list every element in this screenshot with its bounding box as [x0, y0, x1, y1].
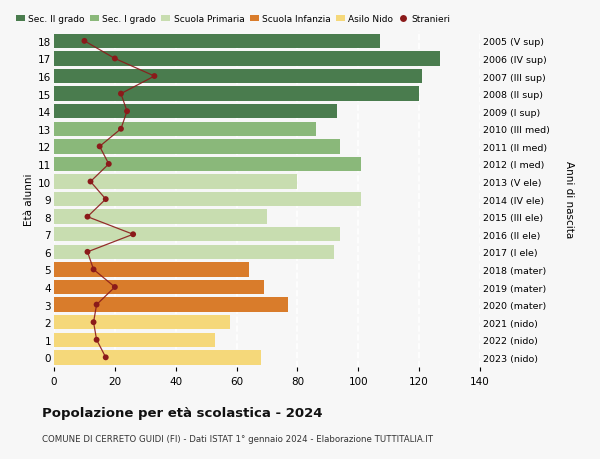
Bar: [54, 228, 340, 242]
Point: [89, 319, 98, 326]
Point: [83, 249, 92, 256]
Bar: [54, 192, 361, 207]
Bar: [54, 87, 419, 101]
Point: [83, 213, 92, 221]
Bar: [54, 280, 264, 295]
Point: [80, 38, 89, 45]
Bar: [54, 122, 316, 137]
Point: [86, 179, 95, 186]
Bar: [54, 350, 261, 365]
Legend: Sec. II grado, Sec. I grado, Scuola Primaria, Scuola Infanzia, Asilo Nido, Stran: Sec. II grado, Sec. I grado, Scuola Prim…: [16, 15, 450, 24]
Point: [122, 108, 132, 116]
Bar: [54, 210, 267, 224]
Bar: [54, 157, 361, 172]
Bar: [54, 333, 215, 347]
Bar: [54, 52, 440, 67]
Point: [110, 284, 119, 291]
Point: [128, 231, 138, 238]
Bar: [54, 263, 249, 277]
Bar: [54, 175, 298, 189]
Bar: [54, 105, 337, 119]
Point: [95, 143, 104, 151]
Point: [116, 91, 126, 98]
Bar: [54, 140, 340, 154]
Bar: [54, 70, 422, 84]
Point: [149, 73, 159, 80]
Bar: [54, 298, 288, 312]
Bar: [54, 34, 380, 49]
Point: [104, 161, 113, 168]
Bar: [54, 245, 334, 259]
Y-axis label: Anni di nascita: Anni di nascita: [563, 161, 574, 238]
Point: [89, 266, 98, 274]
Point: [110, 56, 119, 63]
Text: Popolazione per età scolastica - 2024: Popolazione per età scolastica - 2024: [42, 406, 323, 419]
Point: [92, 301, 101, 308]
Text: COMUNE DI CERRETO GUIDI (FI) - Dati ISTAT 1° gennaio 2024 - Elaborazione TUTTITA: COMUNE DI CERRETO GUIDI (FI) - Dati ISTA…: [42, 434, 433, 443]
Point: [92, 336, 101, 344]
Y-axis label: Età alunni: Età alunni: [24, 174, 34, 226]
Point: [116, 126, 126, 133]
Point: [101, 196, 110, 203]
Point: [101, 354, 110, 361]
Bar: [54, 315, 230, 330]
